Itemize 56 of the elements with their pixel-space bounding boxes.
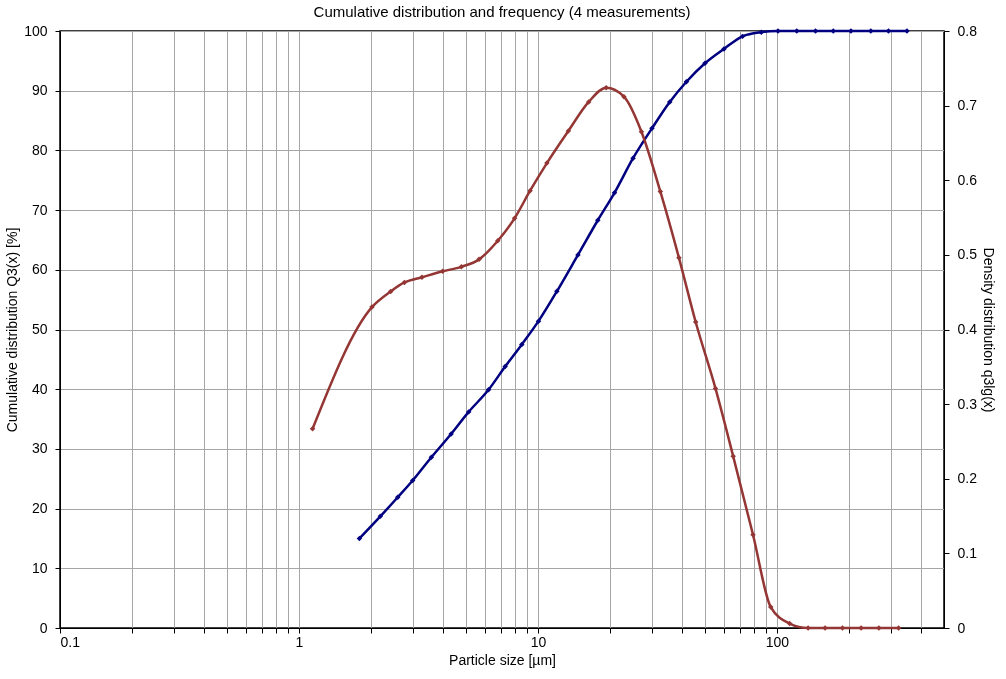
point [485, 387, 492, 393]
point [611, 190, 618, 196]
y-tick-label: 10 [31, 559, 48, 576]
point [465, 409, 472, 415]
y2-tick-label: 0 [957, 619, 966, 636]
y-tick-label: 20 [31, 500, 48, 517]
y-tick-label: 80 [31, 141, 48, 158]
y-tick-label: 100 [24, 22, 48, 39]
point [649, 125, 655, 132]
y-tick-label: 0 [39, 619, 48, 636]
point [885, 28, 892, 34]
y-tick-label: 90 [31, 82, 48, 99]
x-tick-label: 0.1 [60, 633, 81, 650]
point [603, 84, 609, 91]
y2-tick-label: 0.1 [957, 544, 978, 561]
point [595, 217, 601, 223]
y-tick-label: 60 [31, 261, 48, 278]
point [565, 128, 572, 134]
x-tick-label: 100 [765, 633, 790, 650]
point [419, 274, 425, 280]
y2-tick-label: 0.4 [957, 321, 978, 337]
point [758, 29, 765, 35]
point [428, 454, 435, 460]
point [667, 99, 673, 105]
point [439, 268, 446, 275]
point [750, 531, 756, 538]
y2-tick-label: 0.7 [957, 97, 978, 114]
y-tick-label: 30 [31, 440, 48, 457]
y2-tick-label: 0.3 [957, 395, 978, 412]
y2-tick-label: 0.2 [957, 470, 978, 487]
y2-tick-label: 0.8 [957, 22, 978, 39]
x-tick-label: 1 [295, 633, 304, 650]
point [730, 453, 736, 460]
point [519, 341, 525, 348]
point [495, 237, 501, 244]
point [621, 93, 627, 100]
y-tick-label: 40 [31, 380, 48, 397]
point [768, 604, 774, 610]
point [692, 319, 699, 325]
point [812, 28, 819, 34]
point [502, 363, 508, 370]
y-axis-title: Cumulative distribution Q3(x) [%] [4, 227, 21, 433]
y-tick-label: 50 [31, 321, 48, 337]
point [683, 79, 690, 85]
point [794, 28, 800, 34]
x-tick-label: 10 [530, 633, 547, 650]
point [476, 256, 482, 263]
point [585, 99, 592, 105]
y2-tick-label: 0.5 [957, 246, 978, 263]
y2-tick-label: 0.6 [957, 171, 978, 188]
point [638, 129, 645, 135]
point [458, 264, 465, 270]
chart-title: Cumulative distribution and frequency (4 measurements) [313, 3, 691, 20]
x-axis-title: Particle size [µm] [449, 651, 556, 668]
y-tick-label: 70 [31, 201, 48, 218]
y2-axis-title: Density distribution q3lg(x) [980, 247, 997, 413]
